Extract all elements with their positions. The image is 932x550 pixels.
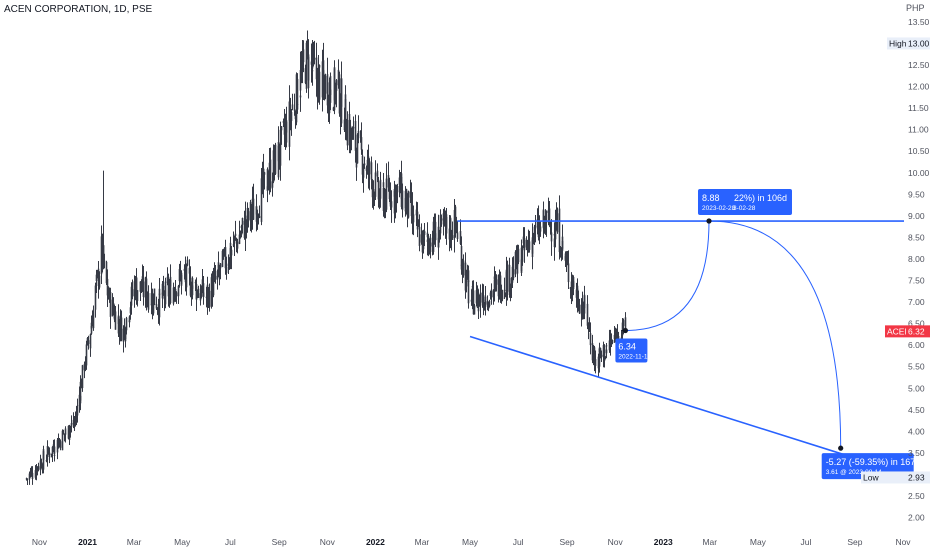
projection-point: [622, 327, 629, 334]
y-tick-label: 12.00: [908, 82, 930, 92]
x-tick-label: Sep: [847, 537, 862, 547]
y-tick-label: 7.00: [908, 297, 925, 307]
target-down-detail: 3.61 @ 2023-08-14: [826, 469, 882, 476]
x-tick-label: May: [750, 537, 767, 547]
target-up-box: [697, 189, 792, 216]
y-tick-label: 12.50: [908, 60, 930, 70]
x-tick-label: Sep: [559, 537, 574, 547]
x-tick-label: Nov: [32, 537, 48, 547]
x-tick-label: 2021: [78, 537, 97, 547]
low-tag-value-bg: [906, 471, 930, 484]
x-tick-label: Jul: [513, 537, 524, 547]
projection-point: [706, 218, 712, 224]
currency-label: PHP: [906, 3, 925, 13]
projection-arc-down: [708, 220, 842, 449]
support-line: [469, 335, 846, 456]
last-price-tag-label-bg: [885, 325, 906, 338]
y-tick-label: 7.50: [908, 276, 925, 286]
target-up-date: 2023-02-28: [702, 205, 736, 212]
y-tick-label: 2.00: [908, 513, 925, 523]
high-tag-label: High: [889, 38, 907, 48]
chart-title: ACEN CORPORATION, 1D, PSE: [4, 4, 153, 15]
x-tick-label: Nov: [608, 537, 624, 547]
start-label-box: [615, 338, 648, 363]
y-tick-label: 5.50: [908, 362, 925, 372]
y-tick-label: 9.00: [908, 211, 925, 221]
y-tick-label: 6.00: [908, 340, 925, 350]
y-tick-label: 8.00: [908, 254, 925, 264]
x-tick-label: Jul: [801, 537, 812, 547]
start-date-label: 2022-11-14: [618, 353, 651, 360]
y-tick-label: 8.50: [908, 232, 925, 242]
x-tick-label: Mar: [415, 537, 430, 547]
x-tick-label: Nov: [320, 537, 336, 547]
low-tag-label-bg: [861, 471, 906, 484]
target-up-change: 22%) in 106d: [734, 193, 787, 203]
x-tick-label: 2023: [654, 537, 673, 547]
price-axis[interactable]: 13.50 13.00 12.50 12.00 11.50 11.00 10.50 10.00…: [908, 17, 930, 523]
drawings-layer: 6.34 2022-11-14 8.88 22%) in 106d 2023-02-28…: [457, 189, 921, 480]
high-tag-value: 13.00: [908, 38, 930, 48]
high-tag-label-bg: [887, 37, 906, 50]
y-tick-label: 3.50: [908, 448, 925, 458]
y-tick-label: 5.00: [908, 383, 925, 393]
y-tick-label: 10.00: [908, 168, 930, 178]
x-tick-label: Nov: [895, 537, 911, 547]
x-tick-label: 2022: [366, 537, 385, 547]
y-tick-label: 13.50: [908, 17, 930, 27]
x-tick-label: Jul: [225, 537, 236, 547]
high-tag-value-bg: [906, 37, 930, 50]
start-price-label: 6.34: [618, 341, 636, 351]
y-tick-label: 11.00: [908, 125, 929, 135]
y-tick-label: 4.00: [908, 426, 925, 436]
y-tick-label: 4.50: [908, 405, 925, 415]
y-tick-label: 11.50: [908, 103, 929, 113]
last-price-tag-value: 6.32: [908, 326, 925, 336]
y-tick-label: 2.50: [908, 491, 925, 501]
projection-arc-up: [625, 221, 710, 331]
y-tick-label: 10.50: [908, 146, 930, 156]
time-axis[interactable]: Nov 2021 Mar May Jul Sep Nov 2022 Mar May Jul Sep No…: [32, 537, 911, 547]
y-tick-label: 6.50: [908, 319, 925, 329]
x-tick-label: Mar: [127, 537, 142, 547]
x-tick-label: Sep: [272, 537, 287, 547]
projection-point: [838, 445, 844, 451]
low-tag-value: 2.93: [908, 472, 925, 482]
target-up-overlap: 3-02-28: [733, 205, 756, 212]
x-tick-label: Mar: [702, 537, 717, 547]
y-tick-label: 9.50: [908, 189, 925, 199]
x-tick-label: May: [462, 537, 479, 547]
last-price-tag-value-bg: [906, 325, 930, 338]
target-up-price: 8.88: [702, 193, 720, 203]
target-down-change: -5.27 (-59.35%) in 167d: [826, 457, 921, 467]
candles-layer: [25, 30, 627, 486]
x-tick-label: May: [174, 537, 191, 547]
low-tag-label: Low: [863, 472, 879, 482]
last-price-tag-label: ACEN: [887, 326, 911, 336]
